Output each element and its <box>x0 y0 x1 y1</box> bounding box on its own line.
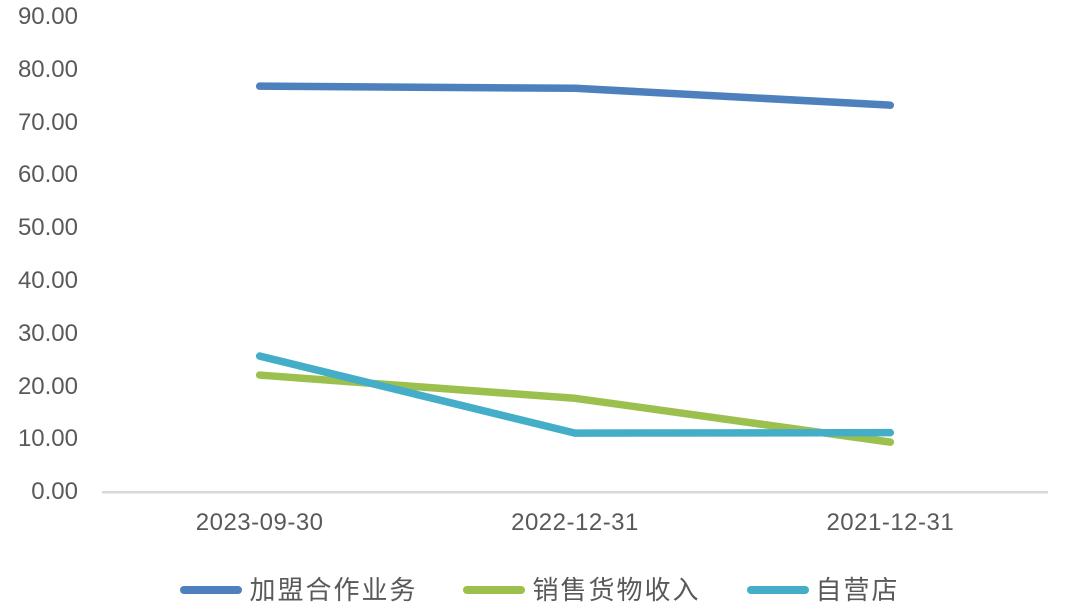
legend-line-swatch <box>746 586 809 594</box>
y-tick-label: 20.00 <box>17 372 78 400</box>
y-tick-label: 70.00 <box>17 108 78 136</box>
legend-line-swatch <box>463 586 526 594</box>
y-tick-label: 30.00 <box>17 319 78 347</box>
legend-item-1: 销售货物收入 <box>463 575 700 605</box>
legend-label: 自营店 <box>815 575 900 605</box>
y-tick-label: 10.00 <box>17 425 78 453</box>
series-line-2 <box>255 352 895 437</box>
legend-item-0: 加盟合作业务 <box>180 575 417 605</box>
legend-label: 销售货物收入 <box>532 575 701 605</box>
legend-line-swatch <box>180 586 243 594</box>
x-tick-label: 2021-12-31 <box>826 509 955 536</box>
legend-item-2: 自营店 <box>746 575 900 605</box>
y-tick-label: 0.00 <box>31 478 78 506</box>
y-tick-label: 60.00 <box>17 161 78 189</box>
x-tick-label: 2023-09-30 <box>195 509 324 536</box>
y-tick-label: 90.00 <box>17 3 78 30</box>
y-tick-label: 80.00 <box>17 55 78 83</box>
legend-label: 加盟合作业务 <box>249 575 418 605</box>
y-tick-label: 40.00 <box>17 267 78 295</box>
x-tick-label: 2022-12-31 <box>511 509 639 536</box>
y-tick-label: 50.00 <box>17 214 78 242</box>
series-line-0 <box>255 82 895 109</box>
legend: 加盟合作业务 销售货物收入 自营店 <box>0 574 1080 606</box>
